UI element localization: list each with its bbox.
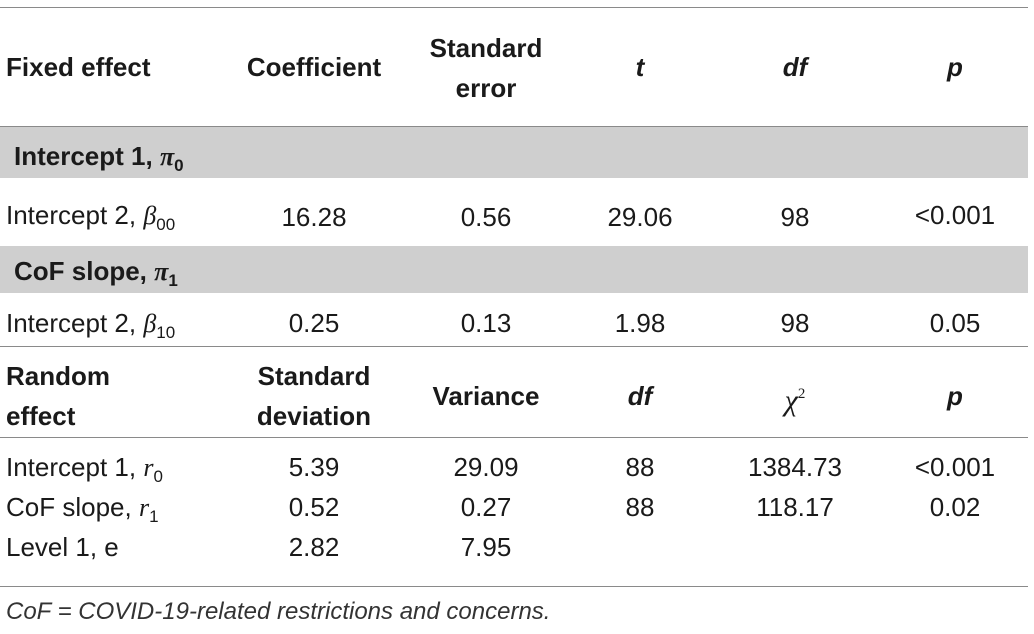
subscript: 10 (156, 323, 176, 342)
cell-coefficient: 16.28 (281, 202, 347, 232)
header-line: Random (6, 361, 110, 391)
header-df: df (782, 52, 808, 82)
row-name-text: Intercept 2, (6, 308, 144, 338)
section-band-cof-slope (0, 246, 1028, 293)
subscript: 00 (156, 215, 176, 234)
cell-df: 98 (780, 308, 810, 338)
header-df: df (627, 381, 653, 411)
header-rule (0, 126, 1028, 127)
cell-t: 29.06 (607, 202, 673, 232)
section-label-text: CoF slope, (14, 256, 155, 286)
row-name-intercept-2-b10: Intercept 2, β10 (6, 307, 175, 349)
header-line: effect (6, 401, 76, 431)
pi-symbol: π (154, 257, 169, 286)
random-section-rule (0, 346, 1028, 347)
cell-p: <0.001 (914, 452, 996, 482)
row-name-intercept-1-r0: Intercept 1, r0 (6, 451, 163, 493)
pi-symbol: π (159, 142, 175, 171)
cell-p: 0.05 (929, 308, 981, 338)
cell-df: 88 (625, 492, 655, 522)
header-variance: Variance (432, 381, 540, 411)
header-coefficient: Coefficient (246, 52, 382, 82)
cell-sd: 5.39 (288, 452, 340, 482)
header-p: p (947, 52, 963, 82)
header-random-effect: Random effect (6, 356, 110, 436)
section-label-cof-slope: CoF slope, π1 (14, 255, 178, 297)
chi-symbol: χ (784, 384, 798, 417)
header-t: t (635, 52, 645, 82)
header-fixed-effect: Fixed effect (6, 52, 151, 82)
row-name-text: CoF slope, (6, 492, 139, 522)
header-p: p (947, 381, 963, 411)
cell-p: <0.001 (914, 200, 996, 230)
table-footnote: CoF = COVID-19-related restrictions and … (6, 598, 551, 625)
row-name-text: Intercept 1, (6, 452, 144, 482)
section-label-intercept-1: Intercept 1, π0 (14, 140, 184, 182)
row-name-cof-slope-r1: CoF slope, r1 (6, 491, 159, 533)
table-top-rule (0, 7, 1028, 8)
section-label-text: Intercept 1, (14, 141, 160, 171)
cell-p: 0.02 (929, 492, 981, 522)
cell-coefficient: 0.25 (288, 308, 340, 338)
cell-variance: 0.27 (460, 492, 512, 522)
subscript: 1 (149, 507, 159, 526)
table-bottom-rule (0, 586, 1028, 587)
cell-standard-error: 0.56 (460, 202, 512, 232)
r-symbol: r (143, 453, 154, 482)
header-chi-square: χ2 (785, 378, 806, 417)
row-name-text: Intercept 2, (6, 200, 144, 230)
subscript: 0 (174, 156, 184, 175)
header-line: Standard (257, 361, 371, 391)
header-standard-error: Standard error (429, 33, 543, 103)
section-band-intercept-1 (0, 127, 1028, 178)
superscript: 2 (797, 386, 806, 402)
cell-standard-error: 0.13 (460, 308, 512, 338)
header-standard-deviation: Standard deviation (257, 356, 371, 436)
cell-df: 88 (625, 452, 655, 482)
cell-sd: 2.82 (288, 532, 340, 562)
cell-sd: 0.52 (288, 492, 340, 522)
row-name-level-1-e: Level 1, e (6, 532, 119, 562)
cell-variance: 7.95 (460, 532, 512, 562)
cell-t: 1.98 (614, 308, 666, 338)
header-line: deviation (256, 401, 372, 431)
cell-chi-square: 1384.73 (748, 452, 842, 482)
r-symbol: r (138, 493, 150, 522)
subscript: 1 (168, 271, 178, 290)
cell-chi-square: 118.17 (756, 492, 834, 522)
random-header-rule (0, 437, 1028, 438)
cell-variance: 29.09 (453, 452, 519, 482)
cell-df: 98 (780, 202, 810, 232)
beta-symbol: β (143, 309, 157, 338)
beta-symbol: β (143, 201, 157, 230)
row-name-intercept-2-b00: Intercept 2, β00 (6, 199, 175, 241)
subscript: 0 (153, 467, 163, 486)
